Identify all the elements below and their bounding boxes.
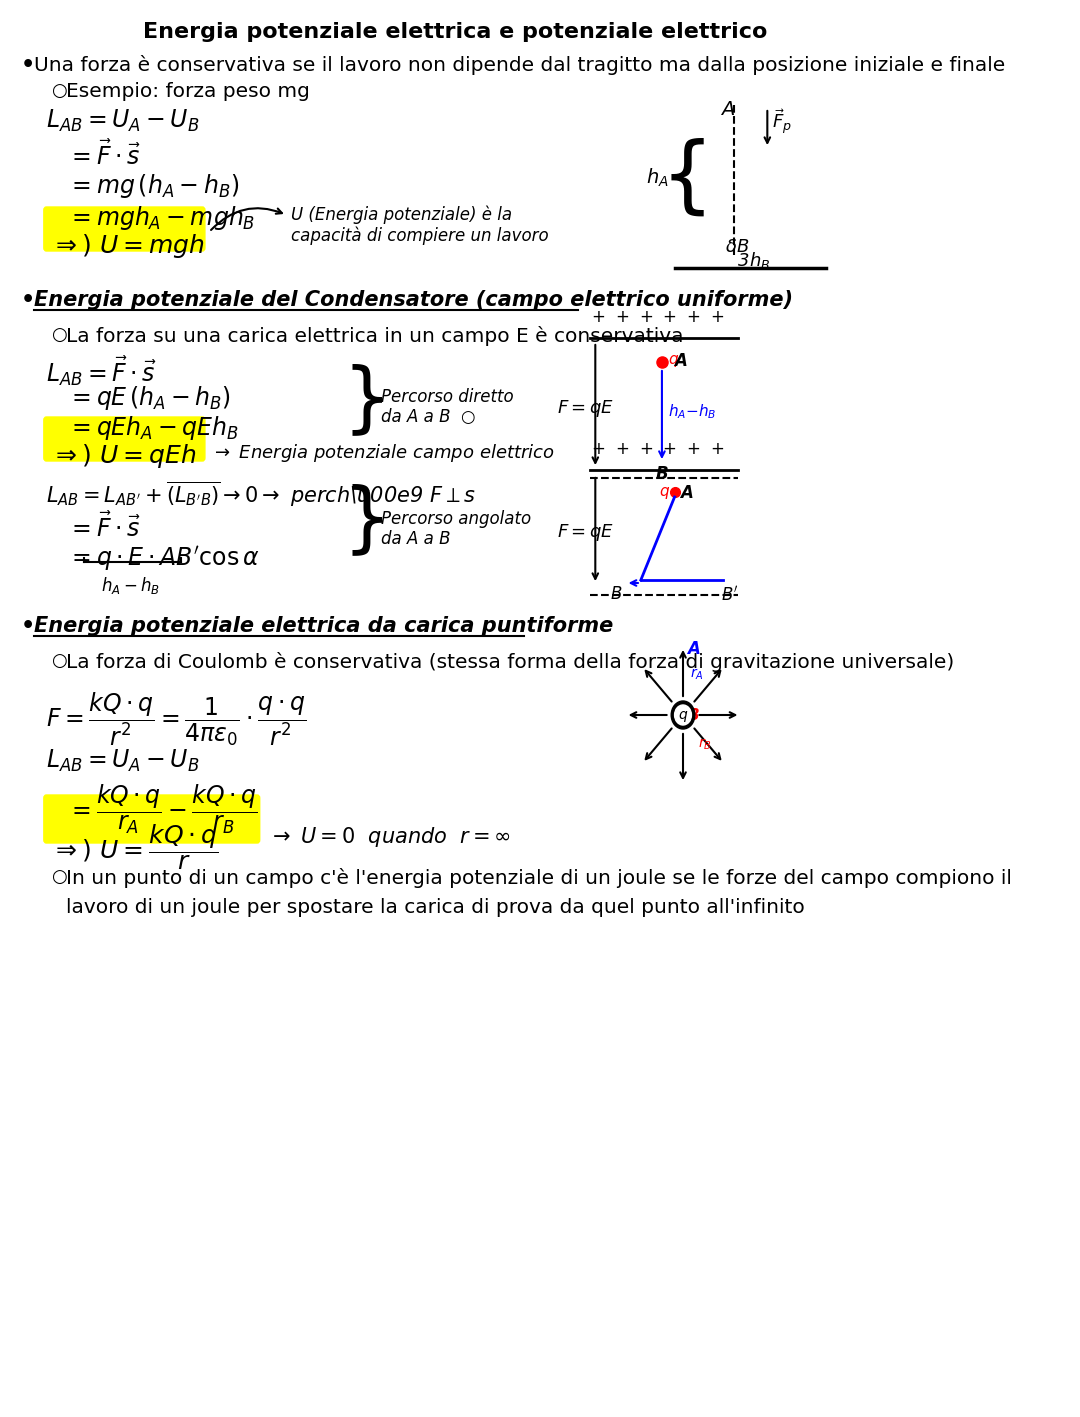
Text: •: • xyxy=(22,616,36,636)
Text: $= mg\,(h_A - h_B)$: $= mg\,(h_A - h_B)$ xyxy=(67,171,240,200)
Text: da A a B  ○: da A a B ○ xyxy=(381,408,475,427)
Text: $L_{AB} = \vec{F} \cdot \vec{s}$: $L_{AB} = \vec{F} \cdot \vec{s}$ xyxy=(46,354,157,388)
Text: $\rightarrow$ Energia potenziale campo elettrico: $\rightarrow$ Energia potenziale campo e… xyxy=(211,442,555,463)
Text: +: + xyxy=(592,441,606,458)
Text: Percorso angolato: Percorso angolato xyxy=(381,510,531,529)
Text: La forza di Coulomb è conservativa (stessa forma della forza di gravitazione uni: La forza di Coulomb è conservativa (stes… xyxy=(66,652,954,672)
Text: $= qE\,(h_A - h_B)$: $= qE\,(h_A - h_B)$ xyxy=(67,384,231,412)
Text: $L_{AB} = L_{AB'} + \overline{(L_{B'B})} \rightarrow 0 \rightarrow$ perch\u00e9 : $L_{AB} = L_{AB'} + \overline{(L_{B'B})}… xyxy=(46,480,476,509)
Text: {: { xyxy=(661,137,714,218)
Text: $\Rightarrow)\ U = \dfrac{kQ \cdot q}{r}$: $\Rightarrow)\ U = \dfrac{kQ \cdot q}{r}… xyxy=(51,822,218,871)
Text: U (Energia potenziale) è la: U (Energia potenziale) è la xyxy=(291,205,512,224)
FancyBboxPatch shape xyxy=(44,417,205,461)
Text: +: + xyxy=(710,441,724,458)
Text: $r_A$: $r_A$ xyxy=(690,667,703,683)
Circle shape xyxy=(671,701,694,728)
Text: Energia potenziale elettrica e potenziale elettrico: Energia potenziale elettrica e potenzial… xyxy=(144,23,768,43)
Text: q: q xyxy=(678,708,687,723)
Text: $h_B$: $h_B$ xyxy=(748,249,770,271)
Text: Una forza è conservativa se il lavoro non dipende dal tragitto ma dalla posizion: Una forza è conservativa se il lavoro no… xyxy=(33,55,1005,75)
Text: $= \dfrac{kQ \cdot q}{r_A} - \dfrac{kQ \cdot q}{r_B}$: $= \dfrac{kQ \cdot q}{r_A} - \dfrac{kQ \… xyxy=(67,782,258,836)
Text: $F=qE$: $F=qE$ xyxy=(556,521,613,543)
Text: Energia potenziale del Condensatore (campo elettrico uniforme): Energia potenziale del Condensatore (cam… xyxy=(33,290,793,310)
Text: $= \vec{F} \cdot \vec{s}$: $= \vec{F} \cdot \vec{s}$ xyxy=(67,140,141,170)
Text: La forza su una carica elettrica in un campo E è conservativa: La forza su una carica elettrica in un c… xyxy=(66,326,684,346)
Text: +: + xyxy=(639,307,652,326)
Circle shape xyxy=(675,706,691,726)
Text: $\Rightarrow)\ U = qEh$: $\Rightarrow)\ U = qEh$ xyxy=(51,442,195,470)
Text: $= qEh_A - qEh_B$: $= qEh_A - qEh_B$ xyxy=(67,414,240,442)
Text: +: + xyxy=(710,307,724,326)
Text: lavoro di un joule per spostare la carica di prova da quel punto all'infinito: lavoro di un joule per spostare la caric… xyxy=(66,898,805,917)
Text: $h_A{-}h_B$: $h_A{-}h_B$ xyxy=(667,402,716,421)
Text: $F=qE$: $F=qE$ xyxy=(556,398,613,418)
Text: q: q xyxy=(659,485,669,499)
Text: B: B xyxy=(656,465,669,483)
Text: $h_A - h_B$: $h_A - h_B$ xyxy=(102,575,161,597)
Text: $\delta B$: $\delta B$ xyxy=(725,238,750,256)
Text: $\rightarrow\ U = 0$  quando  $r = \infty$: $\rightarrow\ U = 0$ quando $r = \infty$ xyxy=(268,825,511,849)
Text: }: } xyxy=(342,363,391,436)
Text: In un punto di un campo c'è l'energia potenziale di un joule se le forze del cam: In un punto di un campo c'è l'energia po… xyxy=(66,869,1012,888)
Text: •: • xyxy=(22,290,36,310)
Text: $B$: $B$ xyxy=(610,585,622,604)
Text: $F = \dfrac{kQ \cdot q}{r^2} = \dfrac{1}{4\pi\varepsilon_0} \cdot \dfrac{q \cdot: $F = \dfrac{kQ \cdot q}{r^2} = \dfrac{1}… xyxy=(46,690,307,748)
Text: $L_{AB} = U_A - U_B$: $L_{AB} = U_A - U_B$ xyxy=(46,108,200,135)
Text: $B'$: $B'$ xyxy=(721,585,739,604)
Text: Esempio: forza peso mg: Esempio: forza peso mg xyxy=(66,82,310,101)
Text: A: A xyxy=(679,485,692,502)
Text: $r_B$: $r_B$ xyxy=(698,737,712,752)
Text: +: + xyxy=(616,441,630,458)
Text: +: + xyxy=(616,307,630,326)
Text: da A a B: da A a B xyxy=(381,530,450,548)
Text: $L_{AB} = U_A - U_B$: $L_{AB} = U_A - U_B$ xyxy=(46,748,200,774)
Text: Percorso diretto: Percorso diretto xyxy=(381,388,514,407)
Text: +: + xyxy=(639,441,652,458)
Text: •: • xyxy=(22,55,36,75)
Text: ○: ○ xyxy=(51,326,66,344)
Text: ○: ○ xyxy=(51,652,66,670)
Text: B: B xyxy=(687,708,699,723)
Text: A: A xyxy=(687,640,700,657)
Text: $\Rightarrow)\ U = mgh$: $\Rightarrow)\ U = mgh$ xyxy=(51,232,204,259)
Text: +: + xyxy=(662,441,676,458)
Text: A: A xyxy=(721,101,734,119)
Text: $= q \cdot E \cdot AB'\cos\alpha$: $= q \cdot E \cdot AB'\cos\alpha$ xyxy=(67,544,260,572)
Text: }: } xyxy=(342,483,391,557)
Text: $\vec{F}_p$: $\vec{F}_p$ xyxy=(771,108,792,136)
Text: $h_A$: $h_A$ xyxy=(646,167,669,188)
FancyBboxPatch shape xyxy=(44,795,259,843)
Text: ○: ○ xyxy=(51,869,66,886)
Text: +: + xyxy=(686,441,700,458)
Text: Energia potenziale elettrica da carica puntiforme: Energia potenziale elettrica da carica p… xyxy=(33,616,613,636)
Text: capacità di compiere un lavoro: capacità di compiere un lavoro xyxy=(291,225,549,245)
Text: ○: ○ xyxy=(51,82,66,101)
Text: +: + xyxy=(662,307,676,326)
Text: $= \vec{F} \cdot \vec{s}$: $= \vec{F} \cdot \vec{s}$ xyxy=(67,512,141,541)
Text: $= mgh_A - mgh_B$: $= mgh_A - mgh_B$ xyxy=(67,204,256,232)
Text: A: A xyxy=(675,351,688,370)
Text: +: + xyxy=(686,307,700,326)
Text: 3: 3 xyxy=(738,252,750,271)
Text: q: q xyxy=(667,351,677,367)
FancyBboxPatch shape xyxy=(44,207,205,251)
Text: +: + xyxy=(592,307,606,326)
